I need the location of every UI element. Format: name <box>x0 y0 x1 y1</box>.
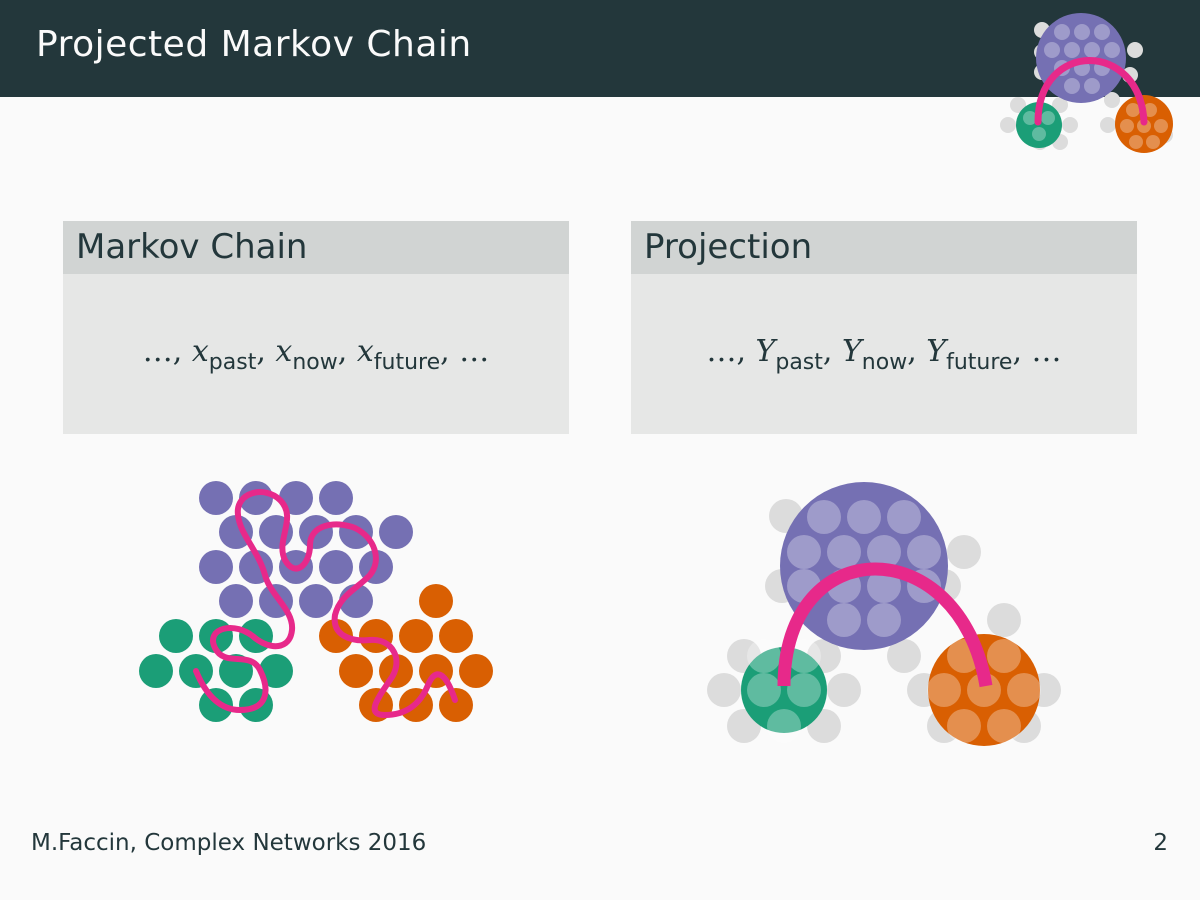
slide-title: Projected Markov Chain <box>36 24 472 65</box>
formula-lead: …, <box>706 333 756 369</box>
formula-var: Y <box>926 333 947 369</box>
formula-trail: … <box>1031 333 1062 369</box>
projection-network-diagram <box>707 482 1061 746</box>
formula-sub-now: now <box>861 349 908 375</box>
formula-sub-future: future <box>946 349 1013 375</box>
markov-chain-block: Markov Chain …, xpast, xnow, xfuture, … <box>63 221 569 434</box>
page-number: 2 <box>1153 830 1168 856</box>
formula-sub-past: past <box>208 349 257 375</box>
footer-text: M.Faccin, Complex Networks 2016 <box>31 830 427 856</box>
formula-sub-past: past <box>775 349 823 375</box>
markov-chain-formula: …, xpast, xnow, xfuture, … <box>142 333 490 375</box>
block-header: Projection <box>631 221 1137 274</box>
formula-var: x <box>275 333 293 369</box>
green-community-node <box>741 647 827 733</box>
formula-var: x <box>191 333 209 369</box>
green-inner-nodes <box>747 639 821 743</box>
formula-sub-now: now <box>292 349 338 375</box>
projected-transition-path <box>777 562 993 688</box>
block-title: Markov Chain <box>76 227 308 267</box>
formula-var: x <box>356 333 374 369</box>
formula-trail: … <box>459 333 490 369</box>
formula-lead: …, <box>142 333 192 369</box>
header-bar: Projected Markov Chain <box>0 0 1200 97</box>
projection-block: Projection …, Ypast, Ynow, Yfuture, … <box>631 221 1137 434</box>
formula-var: Y <box>755 333 776 369</box>
block-title: Projection <box>644 227 813 267</box>
block-header: Markov Chain <box>63 221 569 274</box>
purple-cluster <box>199 481 413 618</box>
projection-formula: …, Ypast, Ynow, Yfuture, … <box>706 333 1062 375</box>
block-body: …, Ypast, Ynow, Yfuture, … <box>631 274 1137 434</box>
random-walk-path <box>193 489 458 718</box>
formula-var: Y <box>841 333 862 369</box>
logo-network-icon <box>1000 13 1173 153</box>
orange-community-node <box>928 634 1040 746</box>
block-body: …, xpast, xnow, xfuture, … <box>63 274 569 434</box>
formula-sub-future: future <box>373 349 441 375</box>
markov-chain-network-diagram <box>139 481 493 722</box>
